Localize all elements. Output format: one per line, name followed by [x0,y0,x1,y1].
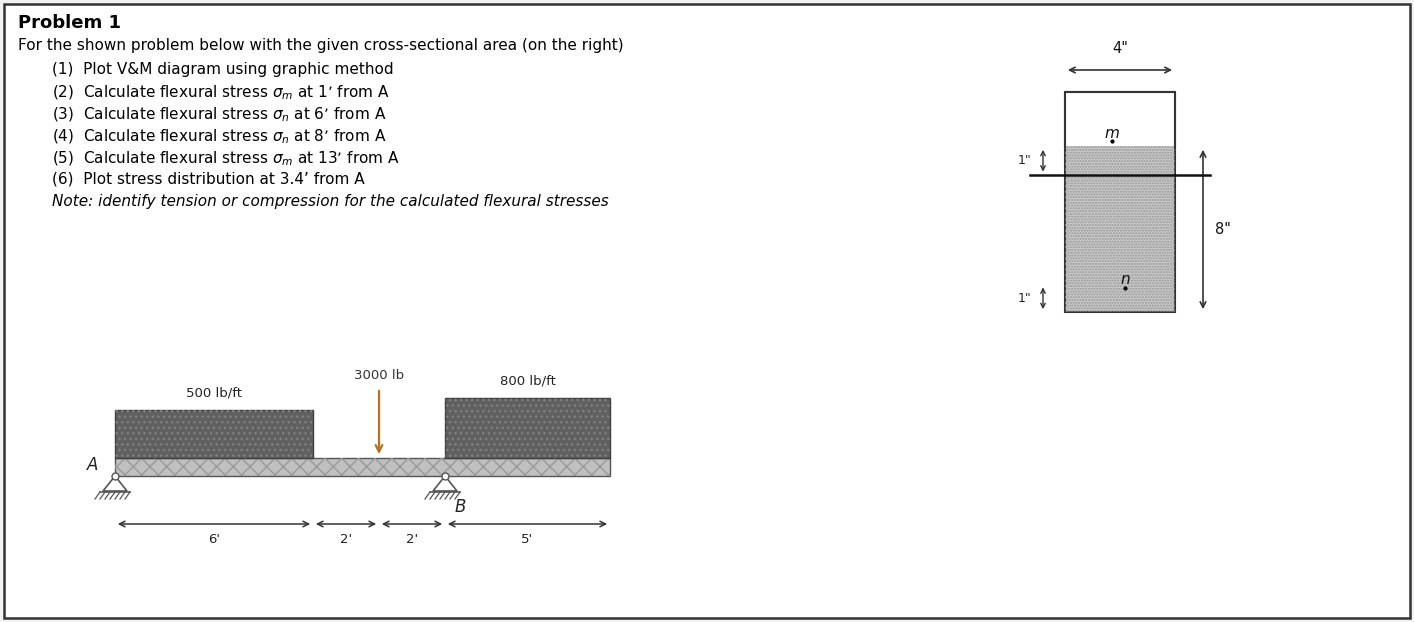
Bar [445,398,609,458]
Text: n: n [1120,272,1130,287]
Bar [115,410,312,458]
Text: 4": 4" [1111,41,1128,56]
Text: 6': 6' [208,533,221,546]
Text: m: m [1104,126,1120,141]
Text: 1": 1" [1018,154,1032,167]
Polygon shape [433,476,457,491]
Text: (1)  Plot V&M diagram using graphic method: (1) Plot V&M diagram using graphic metho… [52,62,393,77]
Text: 2': 2' [339,533,352,546]
Text: 8": 8" [1215,222,1230,237]
Bar [1065,92,1175,312]
Bar [1065,92,1175,312]
Bar [115,458,609,476]
Bar [115,458,609,476]
Text: 3000 lb: 3000 lb [354,369,404,382]
Text: (6)  Plot stress distribution at 3.4’ from A: (6) Plot stress distribution at 3.4’ fro… [52,172,365,187]
Text: 800 lb/ft: 800 lb/ft [499,375,556,388]
Polygon shape [103,476,127,491]
Text: Note: identify tension or compression for the calculated flexural stresses: Note: identify tension or compression fo… [52,194,609,209]
Text: 1": 1" [1018,292,1032,305]
Text: 2': 2' [406,533,419,546]
Bar [115,410,312,458]
Bar [445,398,609,458]
Text: 5': 5' [522,533,533,546]
Text: (3)  Calculate flexural stress $\sigma_n$ at 6’ from A: (3) Calculate flexural stress $\sigma_n$… [52,106,386,124]
Text: 500 lb/ft: 500 lb/ft [187,387,242,400]
Text: (2)  Calculate flexural stress $\sigma_m$ at 1’ from A: (2) Calculate flexural stress $\sigma_m$… [52,84,390,103]
Text: (5)  Calculate flexural stress $\sigma_m$ at 13’ from A: (5) Calculate flexural stress $\sigma_m$… [52,150,400,169]
Text: (4)  Calculate flexural stress $\sigma_n$ at 8’ from A: (4) Calculate flexural stress $\sigma_n$… [52,128,386,146]
Bar [1066,93,1174,146]
Text: For the shown problem below with the given cross-sectional area (on the right): For the shown problem below with the giv… [18,38,624,53]
Text: B: B [455,498,467,516]
Text: Problem 1: Problem 1 [18,14,122,32]
Text: A: A [88,456,99,474]
